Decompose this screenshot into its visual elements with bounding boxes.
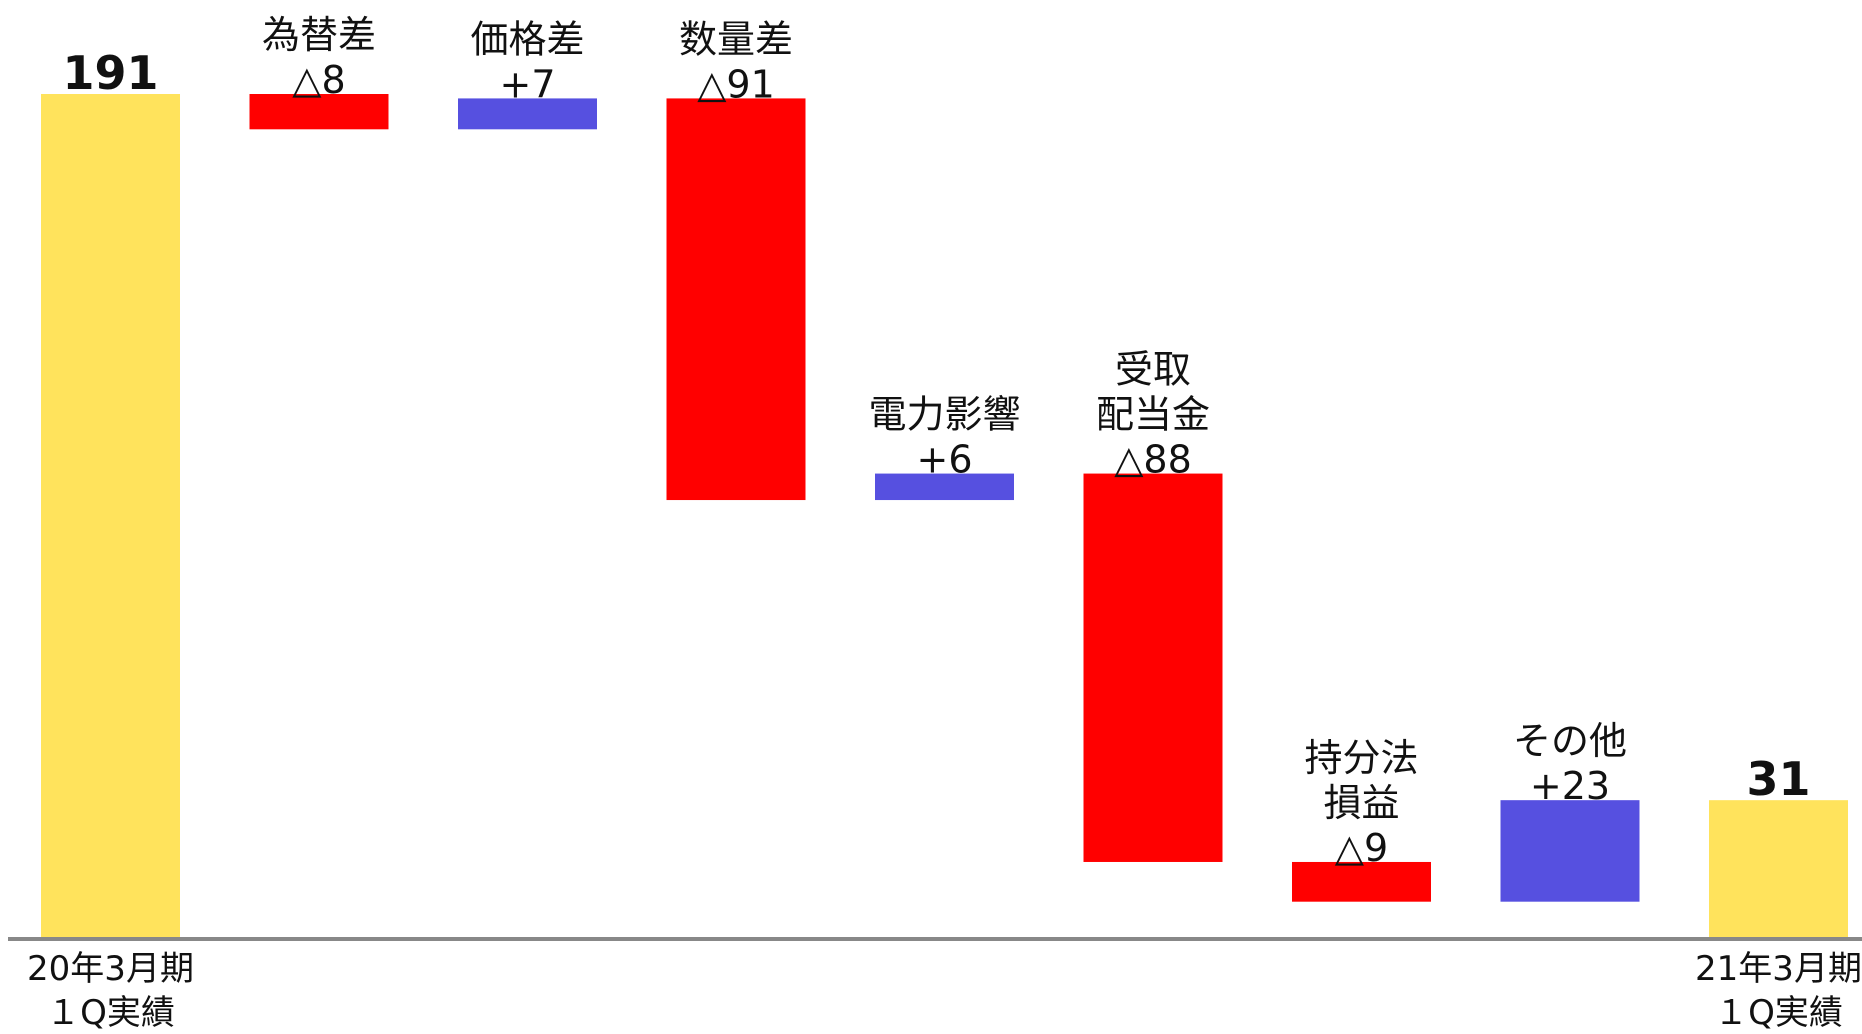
- bar-label: 損益: [1323, 781, 1399, 825]
- bar-label: 価格差: [470, 17, 584, 61]
- bar-label: +7: [499, 62, 555, 106]
- bar-total: [41, 94, 180, 937]
- bar-label: +23: [1530, 764, 1610, 808]
- bar-label: △88: [1114, 438, 1192, 482]
- bar-decrease: [1083, 473, 1223, 862]
- bar-decrease: [1292, 861, 1431, 902]
- bar-label: +6: [916, 438, 972, 482]
- total-value-label: 191: [62, 46, 158, 100]
- bar-increase: [875, 473, 1014, 501]
- category-label: 21年3月期: [1695, 949, 1862, 989]
- bar-increase: [458, 98, 597, 130]
- bar-label: △91: [697, 62, 775, 106]
- bar-increase: [1500, 800, 1640, 902]
- bar-label: 数量差: [679, 17, 793, 61]
- bar-label: △9: [1335, 826, 1388, 870]
- category-label: 20年3月期: [27, 949, 194, 989]
- bar-label: その他: [1513, 719, 1627, 763]
- total-value-label: 31: [1746, 752, 1810, 806]
- bar-label: △8: [292, 58, 345, 102]
- bar-label: 配当金: [1096, 393, 1210, 437]
- bar-label: 為替差: [262, 13, 376, 57]
- category-label: １Q実績: [46, 993, 175, 1033]
- bar-total: [1709, 800, 1848, 937]
- bar-label: 持分法: [1304, 736, 1418, 780]
- bar-decrease: [666, 98, 806, 501]
- bar-decrease: [249, 94, 389, 130]
- category-label: １Q実績: [1714, 993, 1843, 1033]
- bar-label: 受取: [1115, 348, 1191, 392]
- bar-label: 電力影響: [868, 393, 1020, 437]
